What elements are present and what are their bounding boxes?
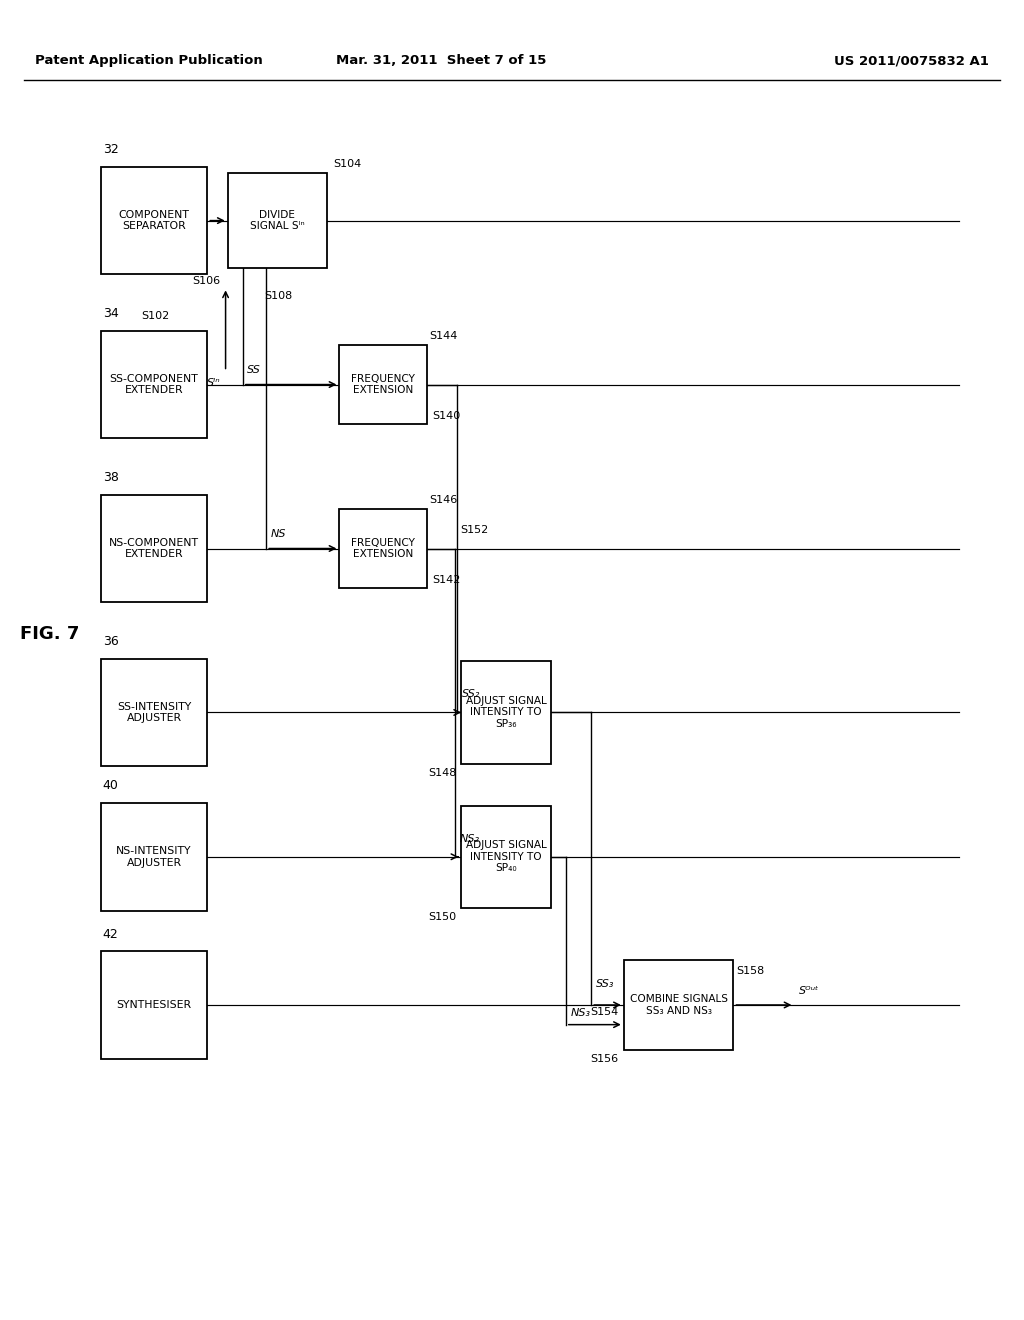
Text: NS₂: NS₂ [460, 834, 480, 843]
Text: Mar. 31, 2011  Sheet 7 of 15: Mar. 31, 2011 Sheet 7 of 15 [336, 54, 546, 67]
Bar [339, 346, 427, 424]
Bar [461, 805, 551, 908]
Bar [100, 331, 207, 438]
Text: COMBINE SIGNALS
SS₃ AND NS₃: COMBINE SIGNALS SS₃ AND NS₃ [630, 994, 728, 1016]
Text: NS: NS [270, 529, 286, 540]
Text: 32: 32 [102, 144, 119, 156]
Text: S142: S142 [432, 576, 460, 585]
Text: 40: 40 [102, 780, 119, 792]
Text: S154: S154 [591, 1007, 618, 1018]
Text: S108: S108 [264, 292, 293, 301]
Text: NS-COMPONENT
EXTENDER: NS-COMPONENT EXTENDER [109, 537, 199, 560]
Bar [461, 661, 551, 764]
Text: S156: S156 [591, 1053, 618, 1064]
Text: Sᴵⁿ: Sᴵⁿ [207, 378, 220, 388]
Text: Sᴼᵘᵗ: Sᴼᵘᵗ [800, 986, 820, 995]
Text: S140: S140 [432, 412, 460, 421]
Text: S148: S148 [428, 767, 456, 777]
Text: ADJUST SIGNAL
INTENSITY TO
SP₄₀: ADJUST SIGNAL INTENSITY TO SP₄₀ [466, 840, 546, 874]
Text: S152: S152 [460, 525, 488, 536]
Text: FREQUENCY
EXTENSION: FREQUENCY EXTENSION [351, 537, 415, 560]
Text: SS₂: SS₂ [462, 689, 480, 700]
Text: ADJUST SIGNAL
INTENSITY TO
SP₃₆: ADJUST SIGNAL INTENSITY TO SP₃₆ [466, 696, 546, 729]
Text: SS₃: SS₃ [596, 979, 614, 989]
Bar [100, 166, 207, 275]
Text: S106: S106 [193, 276, 220, 285]
Text: S144: S144 [430, 331, 458, 342]
Bar [100, 803, 207, 911]
Text: 42: 42 [102, 928, 119, 941]
Text: S102: S102 [141, 312, 170, 321]
Text: SYNTHESISER: SYNTHESISER [117, 1001, 191, 1010]
Bar [339, 510, 427, 587]
Text: Patent Application Publication: Patent Application Publication [35, 54, 262, 67]
Text: 36: 36 [102, 635, 119, 648]
Text: DIVIDE
SIGNAL Sᴵⁿ: DIVIDE SIGNAL Sᴵⁿ [250, 210, 305, 231]
Text: 38: 38 [102, 471, 119, 484]
Text: SS-COMPONENT
EXTENDER: SS-COMPONENT EXTENDER [110, 374, 199, 396]
Bar [624, 961, 733, 1049]
Bar [100, 659, 207, 766]
Text: S158: S158 [736, 966, 765, 975]
Bar [227, 173, 327, 268]
Text: COMPONENT
SEPARATOR: COMPONENT SEPARATOR [119, 210, 189, 231]
Text: S146: S146 [430, 495, 458, 506]
Text: FREQUENCY
EXTENSION: FREQUENCY EXTENSION [351, 374, 415, 396]
Text: NS₃: NS₃ [571, 1008, 591, 1018]
Bar [100, 952, 207, 1059]
Text: FIG. 7: FIG. 7 [20, 624, 80, 643]
Text: 34: 34 [102, 308, 119, 321]
Text: SS: SS [247, 366, 261, 375]
Text: US 2011/0075832 A1: US 2011/0075832 A1 [835, 54, 989, 67]
Bar [100, 495, 207, 602]
Text: SS-INTENSITY
ADJUSTER: SS-INTENSITY ADJUSTER [117, 702, 191, 723]
Text: S150: S150 [428, 912, 456, 921]
Text: S104: S104 [333, 160, 361, 169]
Text: NS-INTENSITY
ADJUSTER: NS-INTENSITY ADJUSTER [117, 846, 191, 867]
